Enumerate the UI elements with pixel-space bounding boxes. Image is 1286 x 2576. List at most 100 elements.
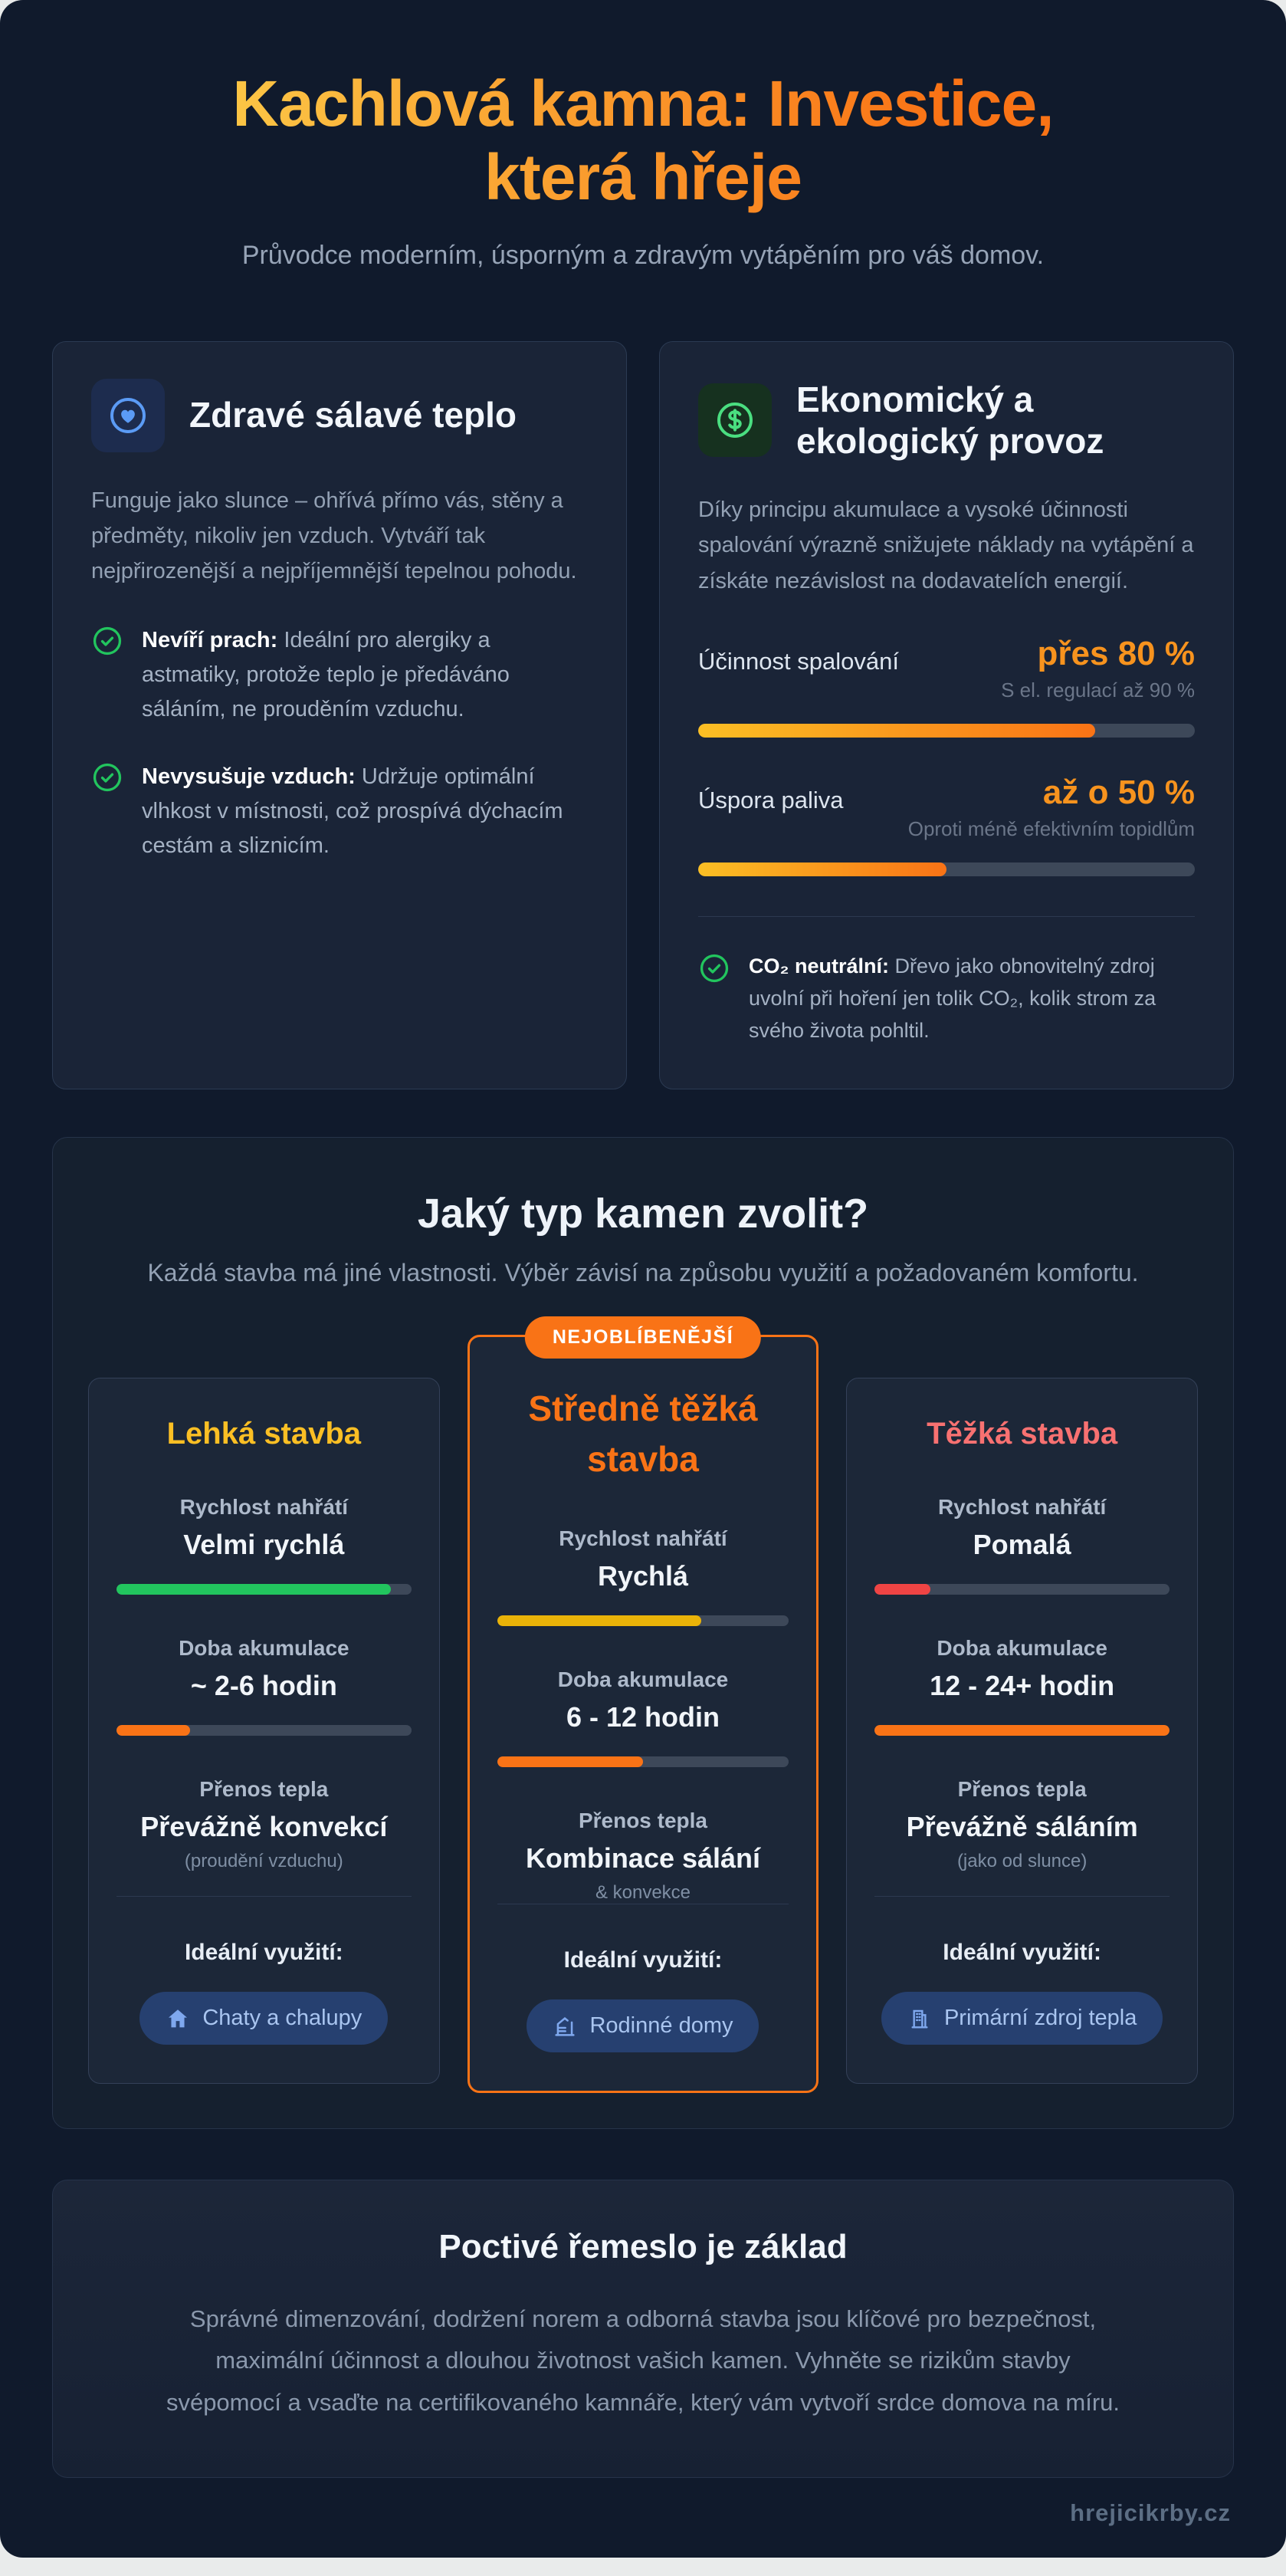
co2-note: CO₂ neutrální: Dřevo jako obnovitelný zd… <box>698 951 1195 1047</box>
stat-efficiency-label: Účinnost spalování <box>698 648 899 675</box>
type-medium-transfer-note: & konvekce <box>595 1882 691 1904</box>
page-title: Kachlová kamna: Investice, která hřeje <box>52 67 1234 215</box>
type-light-transfer: Přenos tepla Převážně konvekcí (proudění… <box>116 1777 412 1872</box>
type-medium-heatup-fill <box>497 1615 702 1627</box>
type-light-heatup-fill <box>116 1583 391 1595</box>
health-point-dust-body: Ideální pro alergiky a astmatiky, protož… <box>142 627 510 721</box>
stat-efficiency-sub: S el. regulací až 90 % <box>1001 678 1195 702</box>
type-light-heatup-value: Velmi rychlá <box>183 1528 345 1560</box>
type-heavy-accumulation-progressbar <box>874 1724 1170 1736</box>
health-point-air-text: Nevysušuje vzduch: Udržuje optimální vlh… <box>142 760 588 863</box>
type-light-accumulation: Doba akumulace ~ 2-6 hodin <box>116 1636 412 1736</box>
type-heavy-heatup: Rychlost nahřátí Pomalá <box>874 1495 1170 1595</box>
co2-note-text: CO₂ neutrální: Dřevo jako obnovitelný zd… <box>749 951 1195 1047</box>
type-light-transfer-value: Převážně konvekcí <box>140 1810 388 1842</box>
economy-card: Ekonomický a ekologický provoz Díky prin… <box>659 340 1234 1089</box>
most-popular-badge: NEJOBLÍBENĚJŠÍ <box>524 1316 762 1359</box>
co2-note-body: Dřevo jako obnovitelný zdroj uvolní při … <box>749 955 1156 1042</box>
type-heavy-transfer-note: (jako od slunce) <box>956 1850 1088 1871</box>
type-medium-transfer: Přenos tepla Kombinace sálání & konvekce <box>497 1809 789 1904</box>
health-card: Zdravé sálavé teplo Funguje jako slunce … <box>52 340 627 1089</box>
stat-fuel-saving-progressbar <box>698 863 1195 877</box>
type-card-medium: NEJOBLÍBENĚJŠÍ Středně těžká stavba Rych… <box>467 1316 819 2094</box>
type-heavy-heatup-value: Pomalá <box>973 1528 1071 1560</box>
type-medium-accumulation-value: 6 - 12 hodin <box>566 1701 720 1733</box>
type-light-accumulation-label: Doba akumulace <box>179 1635 349 1660</box>
stat-fuel-saving-progress-fill <box>698 863 946 877</box>
type-medium-ideal-text: Rodinné domy <box>589 2013 733 2039</box>
health-point-dust-bold: Nevíří prach: <box>142 627 278 652</box>
type-medium-title: Středně těžká stavba <box>528 1388 758 1480</box>
type-medium-heatup-value: Rychlá <box>597 1560 689 1592</box>
stat-fuel-saving: Úspora paliva až o 50 % Oproti méně efek… <box>698 776 1195 877</box>
type-medium-accumulation: Doba akumulace 6 - 12 hodin <box>497 1668 789 1768</box>
type-heavy-accumulation: Doba akumulace 12 - 24+ hodin <box>874 1636 1170 1736</box>
health-point-dust: Nevíří prach: Ideální pro alergiky a ast… <box>91 623 588 727</box>
heart-in-ring-icon <box>91 378 165 452</box>
type-heavy-ideal: Ideální využití: Primární zdroj tepla <box>874 1896 1170 2045</box>
type-heavy-accumulation-fill <box>874 1724 1170 1736</box>
page-title-line1: Kachlová kamna: Investice, <box>232 67 1054 140</box>
type-medium-heatup-label: Rychlost nahřátí <box>559 1526 727 1551</box>
health-card-title: Zdravé sálavé teplo <box>189 395 517 435</box>
types-title: Jaký typ kamen zvolit? <box>417 1190 869 1237</box>
economy-card-divider <box>698 916 1195 918</box>
benefit-cards-row: Zdravé sálavé teplo Funguje jako slunce … <box>52 340 1234 1089</box>
type-medium-heatup: Rychlost nahřátí Rychlá <box>497 1526 789 1627</box>
type-card-heavy: Těžká stavba Rychlost nahřátí Pomalá Dob… <box>846 1377 1198 2085</box>
type-light-title: Lehká stavba <box>166 1416 362 1451</box>
stat-efficiency-value: přes 80 % <box>1037 635 1195 673</box>
economy-card-description: Díky principu akumulace a vysoké účinnos… <box>698 498 1194 593</box>
type-medium-accumulation-label: Doba akumulace <box>557 1668 729 1692</box>
house-icon <box>169 2009 188 2027</box>
type-light-accumulation-progressbar <box>116 1724 412 1736</box>
stat-efficiency: Účinnost spalování přes 80 % S el. regul… <box>698 637 1195 738</box>
stat-efficiency-values: přes 80 % S el. regulací až 90 % <box>1001 637 1195 702</box>
stat-fuel-saving-sub: Oproti méně efektivním topidlům <box>907 817 1195 841</box>
type-medium-accumulation-progressbar <box>497 1756 789 1768</box>
brand-watermark: hrejicikrby.cz <box>1070 2499 1231 2526</box>
health-point-air-bold: Nevysušuje vzduch: <box>142 764 356 790</box>
type-heavy-heatup-fill <box>874 1583 931 1595</box>
stove-types-section: Jaký typ kamen zvolit? Každá stavba má j… <box>52 1136 1234 2130</box>
health-point-dust-text: Nevíří prach: Ideální pro alergiky a ast… <box>142 623 588 727</box>
page-subtitle: Průvodce moderním, úsporným a zdravým vy… <box>241 240 1045 270</box>
craftsmanship-section: Poctivé řemeslo je základ Správné dimenz… <box>52 2180 1234 2478</box>
type-heavy-ideal-label: Ideální využití: <box>943 1940 1102 1966</box>
stat-fuel-saving-values: až o 50 % Oproti méně efektivním topidlů… <box>908 776 1195 841</box>
type-medium-transfer-label: Přenos tepla <box>578 1809 708 1833</box>
type-medium-accumulation-fill <box>497 1756 643 1768</box>
type-light-accumulation-value: ~ 2-6 hodin <box>190 1669 337 1701</box>
type-light-transfer-note: (proudění vzduchu) <box>184 1850 343 1871</box>
type-light-ideal: Ideální využití: Chaty a chalupy <box>116 1896 412 2045</box>
health-card-header: Zdravé sálavé teplo <box>91 378 588 452</box>
page-title-line2: která hřeje <box>484 140 802 213</box>
economy-card-header: Ekonomický a ekologický provoz <box>698 379 1195 462</box>
health-card-description: Funguje jako slunce – ohřívá přímo vás, … <box>91 488 577 584</box>
health-point-air-body: Udržuje optimální vlhkost v místnosti, c… <box>142 764 563 859</box>
stat-efficiency-row: Účinnost spalování přes 80 % S el. regul… <box>698 637 1195 702</box>
type-light-transfer-label: Přenos tepla <box>199 1776 329 1801</box>
type-medium-ideal-label: Ideální využití: <box>563 1947 723 1973</box>
stat-efficiency-progressbar <box>698 724 1195 738</box>
type-heavy-heatup-label: Rychlost nahřátí <box>937 1494 1107 1519</box>
type-medium-ideal-pill: Rodinné domy <box>527 1999 759 2053</box>
type-card-light: Lehká stavba Rychlost nahřátí Velmi rych… <box>88 1377 440 2085</box>
type-heavy-ideal-text: Primární zdroj tepla <box>943 2006 1137 2031</box>
type-heavy-transfer: Přenos tepla Převážně sáláním (jako od s… <box>874 1777 1170 1872</box>
stat-efficiency-progress-fill <box>698 724 1096 738</box>
check-circle-icon <box>700 955 729 983</box>
type-light-heatup-label: Rychlost nahřátí <box>179 1494 349 1519</box>
type-medium-transfer-value: Kombinace sálání <box>525 1842 761 1875</box>
type-light-heatup-progressbar <box>116 1583 412 1595</box>
type-heavy-ideal-pill: Primární zdroj tepla <box>881 1992 1163 2045</box>
type-medium-ideal: Ideální využití: Rodinné domy <box>497 1904 789 2053</box>
type-heavy-transfer-value: Převážně sáláním <box>906 1810 1138 1842</box>
type-light-accumulation-fill <box>116 1724 191 1736</box>
co2-note-bold: CO₂ neutrální: <box>749 955 890 978</box>
check-circle-icon <box>93 626 122 655</box>
craft-text: Správné dimenzování, dodržení norem a od… <box>166 2305 1120 2416</box>
modern-house-icon <box>555 2016 576 2036</box>
health-point-air: Nevysušuje vzduch: Udržuje optimální vlh… <box>91 760 588 863</box>
